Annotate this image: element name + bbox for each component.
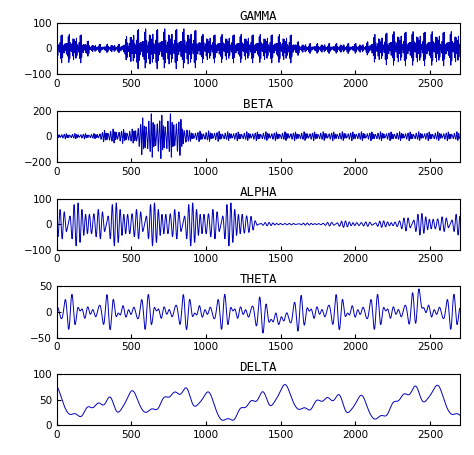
Title: THETA: THETA <box>239 273 277 287</box>
Title: BETA: BETA <box>243 98 273 111</box>
Title: ALPHA: ALPHA <box>239 186 277 198</box>
Title: GAMMA: GAMMA <box>239 10 277 23</box>
Title: DELTA: DELTA <box>239 361 277 374</box>
